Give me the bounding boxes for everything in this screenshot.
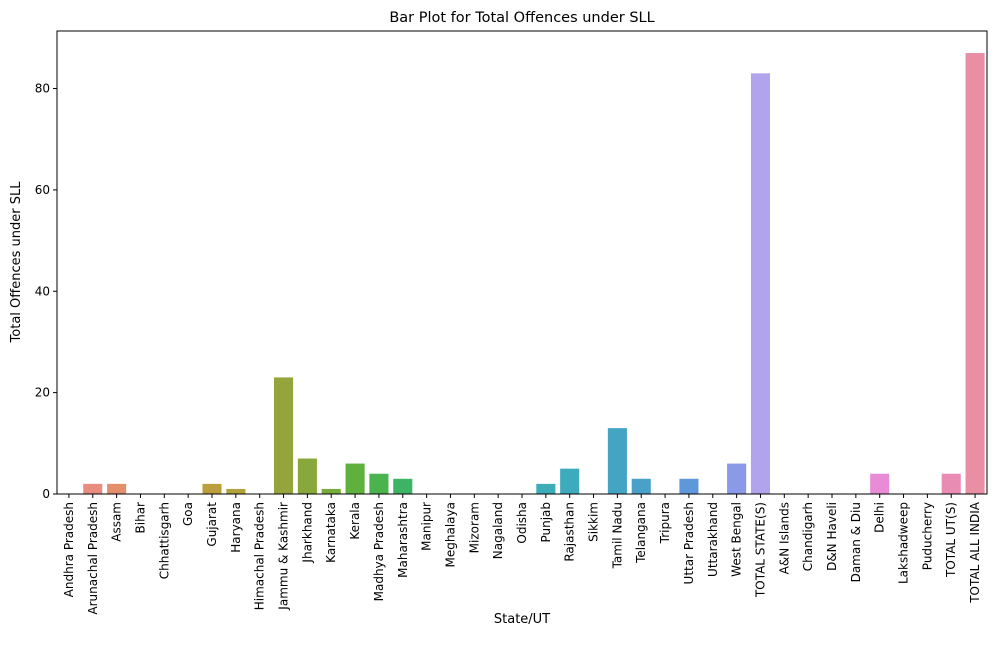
x-tick-label: Puducherry [920, 502, 934, 570]
x-tick-label: Arunachal Pradesh [86, 502, 100, 615]
x-tick-label: Tamil Nadu [610, 502, 624, 569]
x-tick-label: Uttar Pradesh [682, 502, 696, 584]
x-tick-label: Gujarat [205, 502, 219, 547]
bar [607, 428, 627, 494]
x-axis: Andhra Pradesh Arunachal Pradesh Assam Biha… [62, 494, 982, 615]
x-tick-label: Haryana [229, 502, 243, 553]
x-tick-label: Meghalaya [443, 502, 457, 567]
x-tick-label: TOTAL UT(S) [944, 502, 958, 578]
x-tick-label: Chandigarh [801, 502, 815, 571]
x-tick-label: Odisha [515, 502, 529, 544]
x-axis-label: State/UT [494, 612, 550, 627]
x-tick-label: Rajasthan [563, 502, 577, 562]
x-tick-label: Punjab [539, 502, 553, 543]
x-tick-label: Daman & Diu [849, 502, 863, 582]
x-tick-label: A&N Islands [777, 502, 791, 574]
x-tick-label: Nagaland [491, 502, 505, 559]
y-tick-label: 80 [35, 82, 50, 96]
bar [345, 463, 365, 494]
x-tick-label: Manipur [420, 502, 434, 551]
x-tick-label: Andhra Pradesh [62, 502, 76, 597]
bar [679, 478, 699, 494]
x-tick-label: Madhya Pradesh [372, 502, 386, 601]
bar [727, 463, 747, 494]
bar [274, 377, 294, 494]
x-tick-label: Delhi [873, 502, 887, 533]
x-tick-label: Chhattisgarh [157, 502, 171, 579]
bar [226, 488, 246, 494]
x-tick-label: TOTAL ALL INDIA [968, 501, 982, 604]
y-tick-label: 0 [42, 487, 50, 501]
bar [297, 458, 317, 494]
x-tick-label: Bihar [133, 502, 147, 534]
x-tick-label: Himachal Pradesh [253, 502, 267, 610]
bar [107, 483, 127, 494]
bar [536, 483, 556, 494]
bar [941, 473, 961, 494]
y-axis-label: Total Offences under SLL [9, 181, 24, 344]
plot-frame [56, 30, 988, 495]
x-tick-label: Mizoram [467, 502, 481, 553]
x-tick-label: Jammu & Kashmir [277, 502, 291, 611]
x-tick-label: West Bengal [730, 502, 744, 577]
bar [369, 473, 389, 494]
bar [393, 478, 413, 494]
x-tick-label: Kerala [348, 502, 362, 540]
x-tick-label: Lakshadweep [897, 502, 911, 584]
bars-group [83, 53, 985, 495]
bar [560, 468, 580, 494]
x-tick-label: Goa [181, 502, 195, 526]
y-tick-label: 60 [35, 183, 50, 197]
bar [83, 483, 103, 494]
bar [631, 478, 651, 494]
y-tick-label: 20 [35, 386, 50, 400]
x-tick-label: Tripura [658, 502, 672, 544]
x-tick-label: TOTAL STATE(S) [753, 502, 767, 598]
y-axis: 0 20 40 60 80 [35, 82, 57, 501]
x-tick-label: D&N Haveli [825, 502, 839, 571]
bar [750, 73, 770, 494]
x-tick-label: Telangana [634, 502, 648, 564]
bar [965, 53, 985, 495]
bar [202, 483, 222, 494]
x-tick-label: Maharashtra [396, 502, 410, 578]
x-tick-label: Uttarakhand [706, 502, 720, 577]
bar [321, 488, 341, 494]
y-tick-label: 40 [35, 284, 50, 298]
x-tick-label: Assam [110, 502, 124, 542]
chart-title: Bar Plot for Total Offences under SLL [389, 10, 654, 26]
bar [870, 473, 890, 494]
x-tick-label: Jharkhand [300, 502, 314, 564]
x-tick-label: Karnataka [324, 502, 338, 563]
x-tick-label: Sikkim [587, 502, 601, 542]
